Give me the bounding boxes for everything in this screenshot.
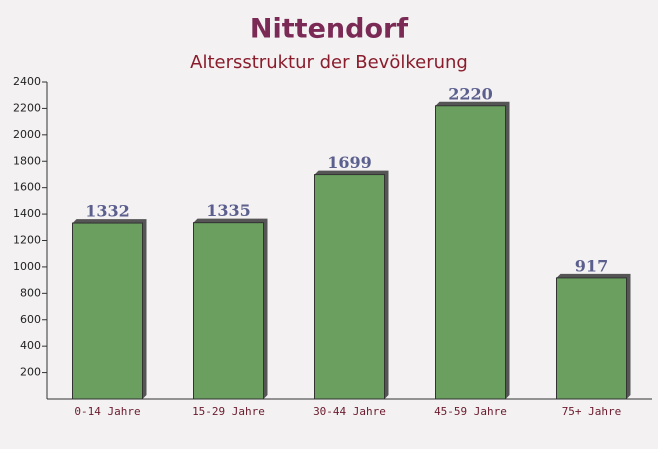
y-tick-label: 2000	[13, 128, 41, 141]
chart-title: Nittendorf	[250, 14, 408, 45]
y-tick-label: 800	[20, 286, 41, 299]
bar	[435, 105, 506, 400]
x-tick-label: 0-14 Jahre	[74, 405, 140, 418]
value-label: 1699	[327, 153, 372, 172]
bar	[193, 222, 264, 400]
value-label: 1332	[85, 202, 130, 221]
y-tick-label: 1600	[13, 181, 41, 194]
bar	[72, 222, 143, 400]
value-label: 2220	[448, 84, 493, 103]
y-tick-label: 1400	[13, 207, 41, 220]
x-tick-label: 15-29 Jahre	[192, 405, 265, 418]
y-tick-label: 400	[20, 339, 41, 352]
y-tick-label: 600	[20, 313, 41, 326]
x-tick-label: 75+ Jahre	[562, 405, 622, 418]
chart-subtitle: Altersstruktur der Bevölkerung	[190, 52, 468, 73]
value-label: 1335	[206, 201, 251, 220]
y-tick-label: 1200	[13, 234, 41, 247]
y-tick-label: 2400	[13, 75, 41, 88]
x-tick-label: 30-44 Jahre	[313, 405, 386, 418]
y-tick-label: 1800	[13, 154, 41, 167]
y-tick-label: 200	[20, 366, 41, 379]
y-tick-label: 2200	[13, 101, 41, 114]
bar	[314, 174, 385, 400]
y-tick-label: 1000	[13, 260, 41, 273]
bar	[556, 277, 627, 400]
x-tick-label: 45-59 Jahre	[434, 405, 507, 418]
value-label: 917	[575, 256, 608, 275]
